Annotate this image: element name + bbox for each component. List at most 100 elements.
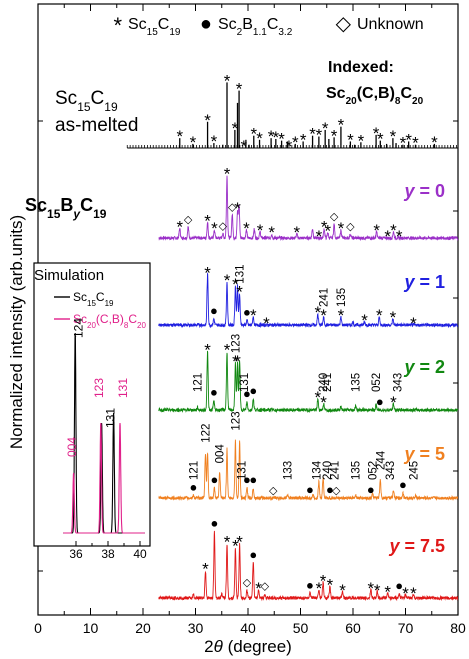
marker-sc15c19: * — [278, 130, 285, 149]
marker-sc2bc: ● — [306, 482, 314, 497]
legend-label-part: 15 — [147, 27, 159, 38]
marker-sc15c19: * — [347, 130, 354, 149]
marker-sc15c19: * — [390, 127, 397, 146]
series-prefix-label-part: y — [72, 207, 81, 221]
marker-sc15c19: * — [234, 352, 241, 371]
marker-sc15c19: * — [211, 132, 218, 151]
spectrum-0: * ******** * ** * * * * * * * *** * ** * * * * *Sc15C19as-… — [55, 71, 458, 156]
marker-sc2bc: ● — [189, 480, 197, 495]
marker-sc2bc: ● — [243, 386, 251, 401]
legend-label-part: 3.2 — [278, 27, 292, 38]
inset-hkl-label: 131 — [103, 408, 117, 428]
legend-label-part: C — [158, 16, 170, 33]
marker-sc15c19: * — [250, 306, 257, 325]
marker-sc15c19: * — [384, 582, 391, 601]
marker-sc2bc: ● — [243, 304, 251, 319]
indexed-label-line2-part: Sc — [326, 85, 346, 102]
marker-sc15c19: * — [320, 393, 327, 412]
indexed-label-line1: Indexed: — [328, 59, 394, 76]
marker-sc15c19: * — [236, 532, 243, 551]
marker-sc15c19: * — [232, 275, 239, 294]
marker-sc15c19: * — [390, 393, 397, 412]
marker-sc15c19: * — [224, 341, 231, 360]
marker-sc15c19: * — [234, 199, 241, 218]
x-tick-label: 30 — [188, 620, 204, 636]
spectrum-line — [158, 530, 459, 602]
spectrum-line — [158, 439, 459, 502]
inset-legend-label: Sc15C19 — [73, 290, 114, 308]
hkl-label: 122 — [201, 424, 213, 443]
inset-hkl-label: 131 — [116, 378, 130, 398]
inset-legend-label-part: 20 — [87, 321, 96, 330]
marker-sc15c19: * — [255, 579, 262, 598]
marker-unknown: ◇ — [228, 202, 237, 214]
marker-sc15c19: * — [338, 219, 345, 238]
series-label-line2: as-melted — [55, 115, 138, 136]
inset-legend-label-part: 8 — [124, 321, 129, 330]
indexed-label-line2-part: C — [400, 85, 412, 102]
legend-label: Sc15C19 — [128, 16, 181, 38]
inset-legend-label-part: Sc — [73, 312, 87, 326]
legend-label-part: Sc — [128, 16, 147, 33]
spectrum-5: *●* **◇●*◇ ● ** * * * * * ● * *y = 7.5 — [158, 516, 459, 603]
inset-x-tick-label: 38 — [101, 547, 115, 561]
inset-legend-label-part: Sc — [73, 290, 87, 304]
hkl-label: 343 — [385, 461, 397, 480]
series-label-part: Sc — [55, 88, 77, 109]
marker-sc15c19: * — [396, 227, 403, 246]
hkl-label: 121 — [188, 461, 200, 480]
marker-sc2bc: ● — [306, 577, 314, 592]
hkl-label: 245 — [408, 461, 420, 480]
marker-sc15c19: * — [361, 311, 368, 330]
marker-sc15c19: * — [324, 222, 331, 241]
legend-label-part: 2 — [237, 27, 243, 38]
marker-sc2bc: ● — [210, 472, 218, 487]
marker-sc15c19: * — [327, 575, 334, 594]
series-label-part: C — [91, 88, 105, 109]
marker-sc2bc: ● — [367, 482, 375, 497]
x-tick-label: 70 — [398, 620, 414, 636]
marker-sc15c19: * — [240, 137, 247, 156]
legend: * Sc15C19 ● Sc2B1.1C3.2 ◇ UnknownIndexed:Sc20… — [113, 13, 423, 107]
marker-sc15c19: * — [358, 131, 365, 150]
marker-sc15c19: * — [309, 125, 316, 144]
marker-sc15c19: * — [232, 352, 239, 371]
series-label: y = 1 — [403, 272, 445, 292]
legend-symbol: ◇ — [336, 13, 352, 35]
series-label-part: = 2 — [414, 357, 445, 377]
marker-sc15c19: * — [322, 119, 329, 138]
series-label-part: y — [388, 536, 400, 556]
marker-sc2bc: ● — [210, 516, 218, 531]
marker-sc15c19: * — [338, 306, 345, 325]
x-tick-label: 60 — [345, 620, 361, 636]
marker-sc15c19: * — [250, 125, 257, 144]
marker-sc15c19: * — [431, 133, 438, 152]
x-axis-label-part: 2 — [204, 637, 213, 656]
x-axis: 0 10 20 30 40 50 60 70 80 — [34, 4, 466, 636]
marker-sc2bc: ● — [399, 477, 407, 492]
inset-legend-label-part: 19 — [105, 299, 114, 308]
marker-sc15c19: * — [224, 532, 231, 551]
legend-label-part: B — [242, 16, 253, 33]
y-axis-label: Normalized intensity (arb.units) — [7, 215, 26, 449]
x-tick-label: 80 — [450, 620, 466, 636]
marker-sc15c19: * — [263, 314, 270, 333]
marker-sc15c19: * — [243, 219, 250, 238]
marker-sc15c19: * — [376, 306, 383, 325]
inset-hkl-label: 004 — [65, 437, 79, 457]
marker-sc15c19: * — [176, 127, 183, 146]
hkl-label: 240 — [318, 373, 330, 392]
marker-sc15c19: * — [232, 119, 239, 138]
indexed-label-line2-part: (C,B) — [357, 85, 395, 102]
marker-sc15c19: * — [236, 283, 243, 302]
marker-sc15c19: * — [292, 133, 299, 152]
marker-sc2bc: ● — [249, 547, 257, 562]
inset-hkl-label: 123 — [92, 378, 106, 398]
inset-x-tick-label: 40 — [133, 547, 147, 561]
marker-sc15c19: * — [339, 581, 346, 600]
hkl-label: 133 — [282, 461, 294, 480]
marker-sc15c19: * — [410, 584, 417, 603]
